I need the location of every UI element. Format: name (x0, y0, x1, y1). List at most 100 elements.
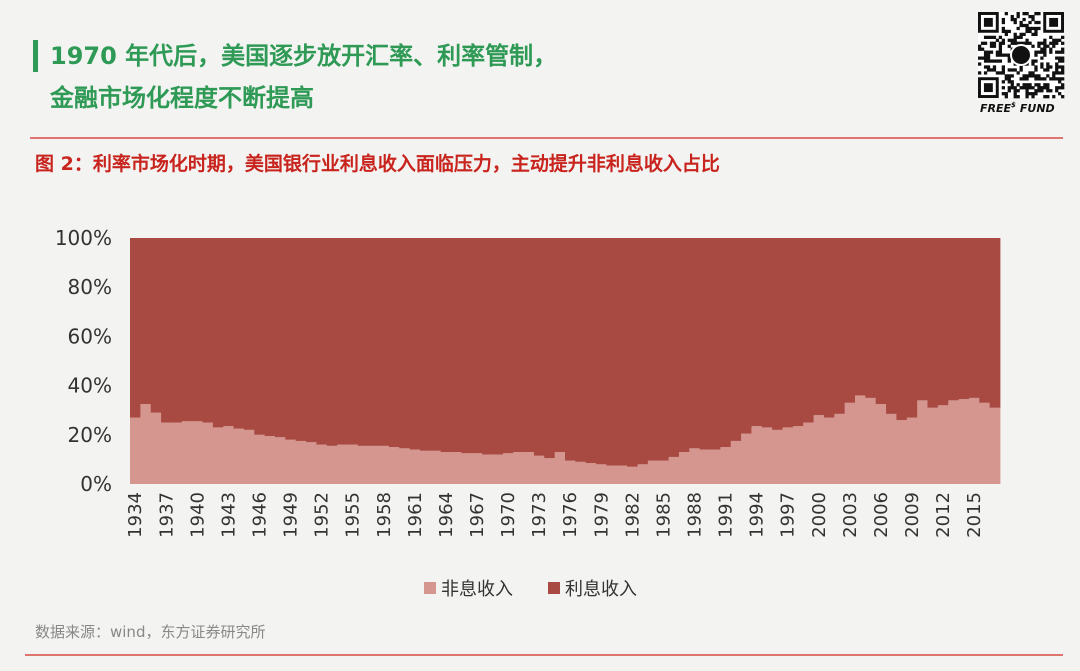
area-segment (264, 436, 276, 484)
qr-cell (1040, 47, 1044, 51)
source: 数据来源：wind，东方证券研究所 (35, 623, 265, 641)
x-tick-label: 1934 (125, 492, 146, 538)
qr-cell (1040, 56, 1044, 60)
qr-cell (1058, 71, 1062, 75)
qr-cell (1037, 74, 1041, 78)
qr-cell (1034, 65, 1038, 69)
area-segment (741, 433, 752, 484)
figure-title: 图 2：利率市场化时期，美国银行业利息收入面临压力，主动提升非利息收入占比 (35, 152, 720, 175)
x-tick-label: 2006 (871, 492, 892, 538)
qr-cell (1058, 92, 1062, 96)
area-segment (823, 417, 835, 484)
x-tick-label: 1964 (436, 492, 457, 538)
area-segment (678, 238, 690, 453)
x-tick-label: 1937 (156, 492, 177, 538)
qr-cell (986, 56, 991, 60)
area-segment (968, 397, 980, 484)
area-segment (658, 238, 669, 461)
qr-cell (1061, 68, 1065, 72)
qr-cell (1022, 12, 1026, 16)
area-segment (461, 238, 473, 454)
area-segment (243, 429, 255, 484)
area-segment (575, 461, 587, 484)
qr-cell (1022, 23, 1026, 28)
qr-cell (1001, 29, 1005, 34)
area-segment (647, 238, 659, 461)
qr-cell (998, 35, 1003, 39)
area-segment (357, 445, 369, 484)
area-segment (471, 238, 483, 454)
qr-cell (1061, 83, 1065, 87)
qr-cell (1013, 95, 1017, 99)
qr-cell (1034, 12, 1038, 16)
area-segment (420, 450, 431, 484)
qr-cell (1034, 83, 1038, 87)
qr-cell (1052, 71, 1056, 75)
qr-cell (978, 56, 982, 60)
area-segment (285, 439, 297, 484)
area-segment (337, 444, 348, 484)
area-segment (285, 238, 297, 440)
qr-cell (1019, 41, 1023, 45)
qr-cell (986, 65, 991, 69)
qr-cell (1010, 74, 1014, 78)
area-segment (917, 238, 928, 401)
qr-cell (1025, 83, 1029, 87)
area-segment (886, 413, 897, 484)
qr-cell (995, 53, 1000, 57)
qr-cell (1043, 50, 1047, 54)
qr-cell (1040, 41, 1044, 45)
qr-cell (1001, 26, 1005, 31)
qr-cell (1052, 95, 1056, 99)
qr-cell (1001, 80, 1005, 84)
area-segment (741, 238, 752, 434)
qr-cell (998, 47, 1003, 51)
x-tick-label: 1958 (374, 492, 395, 538)
qr-cell (1028, 26, 1032, 31)
qr-cell (1004, 53, 1008, 57)
brand-tail: FUND (1020, 102, 1055, 115)
area-segment (637, 238, 649, 465)
x-tick-label: 1940 (187, 492, 208, 538)
qr-cell (1019, 86, 1023, 90)
qr-cell (983, 50, 988, 54)
qr-cell (1016, 14, 1020, 19)
qr-cell (980, 47, 985, 51)
area-segment (306, 238, 317, 443)
area-segment (792, 426, 804, 484)
area-segment (865, 397, 877, 484)
x-tick-label: 2009 (902, 492, 923, 538)
area-segment (482, 238, 493, 455)
qr-cell (989, 59, 994, 63)
qr-cell (995, 50, 1000, 54)
qr-cell (1016, 89, 1020, 93)
qr-cell (1046, 86, 1050, 90)
qr-cell (1010, 14, 1014, 19)
qr-cell (989, 35, 994, 39)
qr-cell (1037, 77, 1041, 81)
area-segment (409, 238, 421, 450)
qr-cell (1034, 59, 1038, 63)
area-segment (917, 400, 928, 484)
area-segment (616, 238, 628, 466)
qr-cell (1022, 74, 1026, 78)
qr-cell (1031, 59, 1035, 63)
qr-cell (1049, 89, 1053, 93)
qr-cell (1049, 35, 1053, 39)
qr-cell (1046, 95, 1050, 99)
x-tick-label: 1979 (591, 492, 612, 538)
qr-cell (1010, 38, 1014, 42)
area-segment (658, 460, 669, 484)
area-segment (326, 445, 338, 484)
qr-finder (983, 17, 993, 27)
qr-cell (1025, 77, 1029, 81)
area-segment (533, 238, 545, 456)
area-segment (181, 421, 193, 484)
qr-cell (1007, 56, 1011, 60)
area-segment (751, 238, 763, 427)
area-segment (927, 407, 939, 484)
qr-cell (1022, 32, 1026, 37)
area-segment (368, 238, 379, 446)
legend-swatch (424, 582, 436, 594)
